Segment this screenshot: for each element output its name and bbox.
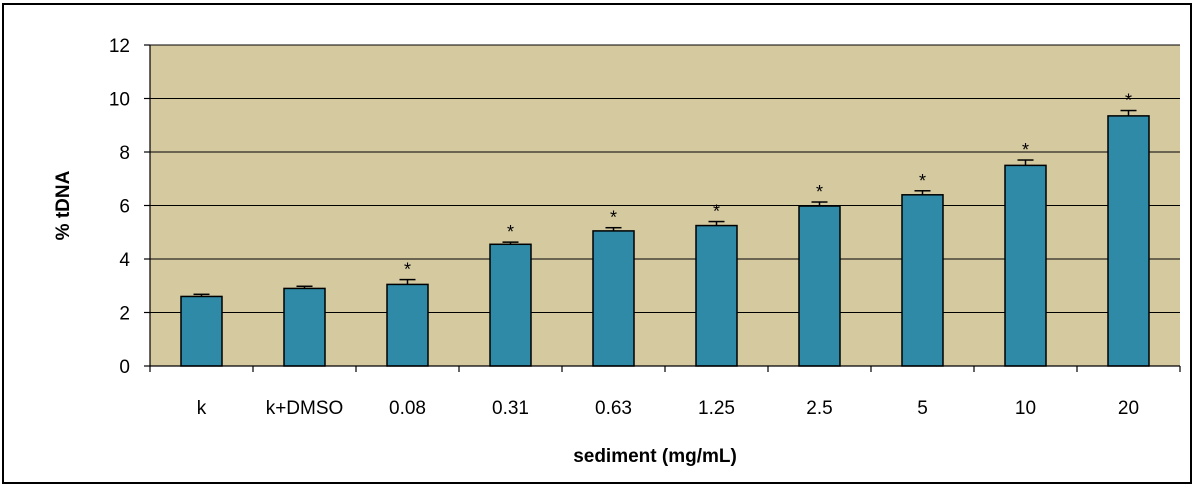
significance-marker: * <box>713 202 720 222</box>
significance-marker: * <box>1125 91 1132 111</box>
y-tick-label: 6 <box>119 197 130 218</box>
bar <box>592 230 635 367</box>
bar <box>489 243 532 367</box>
significance-marker: * <box>507 222 514 242</box>
x-tick-label: 2.5 <box>806 398 832 419</box>
x-tick-labels: k k+DMSO 0.08 0.31 0.63 1.25 2.5 5 10 20 <box>197 398 1139 419</box>
bar <box>695 224 738 367</box>
bar <box>901 194 944 367</box>
significance-marker: * <box>919 171 926 191</box>
significance-marker: * <box>404 260 411 280</box>
x-tick-label: k <box>197 398 207 419</box>
x-tick-label: 20 <box>1118 398 1139 419</box>
x-tick-label: 0.08 <box>389 398 426 419</box>
bars: * * * * * * * * <box>180 91 1150 367</box>
x-tick-label: 1.25 <box>698 398 735 419</box>
bar <box>283 287 326 367</box>
x-tick-label: 0.31 <box>492 398 529 419</box>
x-tick-label: 0.63 <box>595 398 632 419</box>
x-axis-label: sediment (mg/mL) <box>573 446 737 467</box>
bar <box>1004 164 1047 367</box>
bar <box>798 205 841 367</box>
y-tick-label: 0 <box>119 357 130 378</box>
x-tick-label: 10 <box>1015 398 1036 419</box>
y-tick-label: 8 <box>119 143 130 164</box>
bar <box>1107 115 1150 367</box>
y-tick-label: 10 <box>109 90 130 111</box>
significance-marker: * <box>610 208 617 228</box>
x-tick-label: 5 <box>917 398 928 419</box>
y-tick-labels: 0 2 4 6 8 10 12 <box>109 36 131 378</box>
x-tick-label: k+DMSO <box>266 398 344 419</box>
y-axis-label: % tDNA <box>53 170 74 240</box>
y-tick-label: 4 <box>119 250 130 271</box>
y-tick-label: 12 <box>109 36 130 57</box>
axes <box>144 44 1181 372</box>
significance-marker: * <box>1022 140 1029 160</box>
bar <box>386 283 429 367</box>
significance-marker: * <box>816 182 823 202</box>
bar <box>180 295 223 367</box>
y-tick-label: 2 <box>119 304 130 325</box>
